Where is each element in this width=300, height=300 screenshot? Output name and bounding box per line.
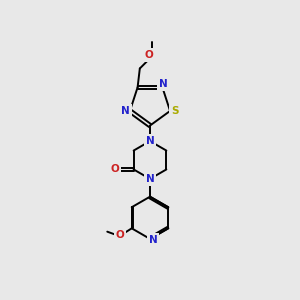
Text: O: O (144, 50, 153, 60)
Text: O: O (110, 164, 119, 174)
Text: N: N (159, 79, 168, 89)
Text: N: N (146, 136, 154, 146)
Text: O: O (116, 230, 124, 240)
Text: S: S (171, 106, 178, 116)
Text: N: N (146, 174, 154, 184)
Text: N: N (121, 106, 130, 116)
Text: N: N (149, 235, 158, 245)
